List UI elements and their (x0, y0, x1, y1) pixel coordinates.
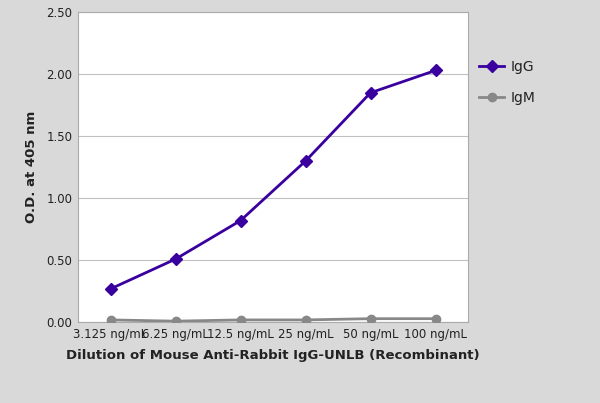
IgG (302, 159, 309, 164)
Legend: IgG, IgM: IgG, IgM (475, 56, 540, 109)
IgG (367, 90, 374, 95)
Line: IgG: IgG (106, 66, 440, 293)
IgG (107, 287, 114, 291)
IgG (432, 68, 439, 73)
IgM (107, 318, 114, 322)
Line: IgM: IgM (106, 314, 440, 325)
IgG (237, 218, 244, 223)
IgM (172, 319, 179, 324)
IgM (302, 318, 309, 322)
IgM (432, 316, 439, 321)
IgM (237, 318, 244, 322)
IgM (367, 316, 374, 321)
Y-axis label: O.D. at 405 nm: O.D. at 405 nm (25, 111, 38, 223)
IgG (172, 257, 179, 262)
X-axis label: Dilution of Mouse Anti-Rabbit IgG-UNLB (Recombinant): Dilution of Mouse Anti-Rabbit IgG-UNLB (… (66, 349, 480, 362)
